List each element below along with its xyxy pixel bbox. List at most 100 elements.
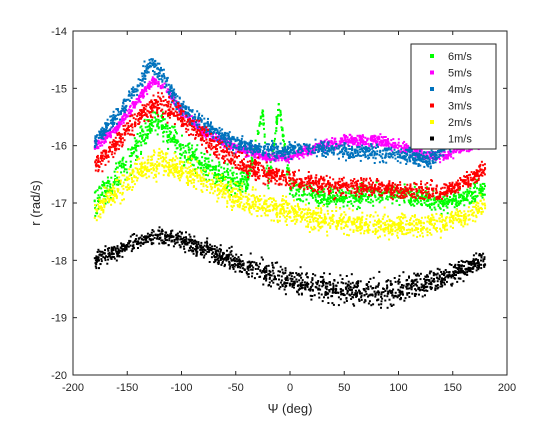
data-point	[126, 245, 129, 248]
data-point	[105, 194, 108, 197]
data-point	[465, 260, 468, 263]
data-point	[442, 223, 444, 226]
data-point	[172, 157, 175, 160]
data-point	[105, 199, 108, 202]
data-point	[111, 189, 114, 192]
data-point	[246, 273, 249, 276]
data-point	[427, 279, 430, 281]
data-point	[286, 282, 289, 285]
data-point	[482, 193, 485, 196]
data-point	[172, 95, 175, 98]
data-point	[336, 200, 338, 203]
data-point	[349, 285, 352, 288]
data-point	[162, 156, 165, 159]
data-point	[97, 200, 99, 203]
data-point	[275, 129, 278, 132]
data-point	[308, 221, 311, 224]
data-point	[308, 211, 311, 214]
data-point	[219, 173, 222, 176]
data-point	[457, 193, 460, 196]
data-point	[125, 246, 128, 249]
data-point	[319, 221, 322, 224]
data-point	[107, 249, 110, 252]
data-point	[201, 248, 204, 251]
data-point	[150, 171, 153, 174]
data-point	[362, 193, 365, 196]
data-point	[131, 147, 134, 150]
data-point	[215, 173, 218, 176]
data-point	[187, 179, 189, 182]
data-point	[166, 127, 169, 130]
data-point	[298, 287, 301, 290]
data-point	[364, 136, 367, 139]
data-point	[297, 198, 300, 201]
data-point	[189, 245, 192, 248]
data-point	[291, 285, 294, 288]
data-point	[361, 215, 364, 218]
data-point	[457, 200, 460, 203]
data-point	[343, 216, 345, 219]
data-point	[240, 271, 243, 273]
data-point	[119, 182, 122, 185]
data-point	[129, 235, 132, 238]
data-point	[387, 232, 390, 235]
data-point	[479, 199, 482, 202]
data-point	[468, 192, 470, 195]
data-point	[106, 262, 109, 265]
data-point	[258, 124, 261, 127]
data-point	[359, 280, 362, 283]
data-point	[247, 266, 250, 269]
data-point	[299, 266, 302, 269]
data-point	[124, 178, 127, 181]
data-point	[180, 241, 183, 243]
data-point	[430, 270, 433, 273]
data-point	[406, 292, 409, 295]
data-point	[331, 210, 334, 212]
data-point	[206, 166, 209, 169]
data-point	[453, 264, 456, 267]
data-point	[241, 171, 244, 174]
data-point	[174, 159, 177, 162]
data-point	[455, 208, 458, 211]
data-point	[478, 209, 480, 212]
data-point	[95, 263, 98, 266]
data-point	[340, 223, 343, 226]
data-point	[173, 125, 176, 128]
data-point	[442, 277, 444, 280]
data-point	[292, 210, 295, 213]
data-point	[474, 185, 477, 188]
data-point	[115, 259, 118, 262]
data-point	[142, 174, 145, 177]
data-point	[151, 124, 153, 127]
data-point	[325, 291, 328, 294]
data-point	[223, 167, 226, 170]
data-point	[438, 268, 441, 271]
data-point	[278, 108, 281, 111]
data-point	[121, 248, 124, 251]
data-point	[240, 197, 243, 200]
data-point	[346, 233, 349, 236]
data-point	[355, 295, 358, 298]
data-point	[312, 220, 315, 223]
data-point	[464, 219, 467, 222]
data-point	[160, 128, 163, 130]
data-point	[413, 224, 416, 227]
data-point	[285, 210, 288, 213]
data-point	[363, 222, 366, 224]
data-point	[475, 201, 478, 204]
data-point	[232, 268, 235, 270]
data-point	[223, 171, 226, 174]
data-point	[158, 147, 161, 150]
data-point	[471, 200, 474, 203]
data-point	[380, 139, 383, 142]
data-point	[250, 207, 253, 209]
data-point	[361, 198, 364, 201]
data-point	[126, 185, 129, 188]
data-point	[359, 220, 362, 223]
data-point	[268, 277, 271, 280]
data-point	[386, 286, 389, 289]
data-point	[452, 193, 455, 196]
data-point	[239, 266, 242, 269]
data-point	[315, 193, 318, 196]
data-point	[321, 225, 324, 228]
